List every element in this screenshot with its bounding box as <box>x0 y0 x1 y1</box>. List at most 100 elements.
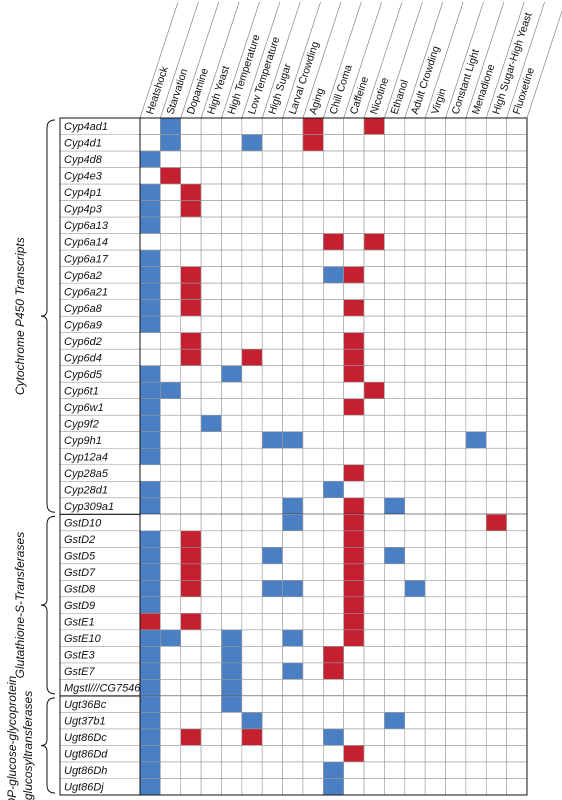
heatmap-cell <box>445 431 467 449</box>
heatmap-cell <box>343 216 365 234</box>
heatmap-cell <box>200 761 222 779</box>
heatmap-cell <box>241 216 263 234</box>
row-label: Cyp6w1 <box>64 402 104 414</box>
heatmap-cell <box>363 315 385 333</box>
row-label: Cyp6a14 <box>64 237 108 249</box>
heatmap-cell <box>343 431 365 449</box>
heatmap-cell <box>160 662 182 680</box>
heatmap-cell <box>241 596 263 614</box>
heatmap-cell <box>465 414 487 433</box>
heatmap-cell <box>180 150 202 168</box>
heatmap-cell <box>404 414 426 433</box>
heatmap-cell <box>465 679 487 697</box>
heatmap-cell <box>465 299 487 317</box>
heatmap-cell <box>200 563 222 581</box>
heatmap-cell <box>180 646 202 664</box>
heatmap-cell <box>282 266 304 284</box>
heatmap-cell <box>363 712 385 730</box>
heatmap-cell <box>445 712 467 730</box>
heatmap-cell <box>485 745 507 763</box>
heatmap-cell <box>384 480 406 499</box>
heatmap-cell <box>404 365 426 383</box>
heatmap-cell <box>200 447 222 466</box>
heatmap-cell <box>343 183 365 201</box>
heatmap-cell <box>323 167 344 185</box>
heatmap-cell <box>404 431 426 449</box>
heatmap-cell <box>384 282 406 300</box>
group-brace <box>40 697 56 794</box>
heatmap-cell <box>160 398 182 416</box>
heatmap-cell <box>160 134 182 152</box>
heatmap-cell <box>445 167 467 185</box>
heatmap-cell <box>241 315 263 333</box>
heatmap-cell <box>404 480 426 499</box>
heatmap-cell <box>160 332 182 350</box>
row-label: Cyp9f2 <box>64 418 99 430</box>
heatmap-cell <box>465 745 487 763</box>
heatmap-cell <box>261 249 283 267</box>
heatmap-cell <box>384 513 406 532</box>
heatmap-cell <box>384 778 406 796</box>
heatmap-cell <box>302 530 324 548</box>
heatmap-cell <box>323 398 344 416</box>
heatmap-cell <box>323 679 344 697</box>
heatmap-cell <box>282 662 304 680</box>
heatmap-cell <box>424 431 446 449</box>
heatmap-cell <box>221 249 243 267</box>
heatmap-cell <box>485 117 507 135</box>
heatmap-cell <box>139 745 161 763</box>
heatmap-cell <box>465 580 487 598</box>
heatmap-cell <box>282 332 304 350</box>
heatmap-cell <box>445 646 467 664</box>
row-label: Ugt36Bc <box>64 699 107 711</box>
heatmap-cell <box>485 530 507 548</box>
heatmap-cell <box>384 348 406 366</box>
heatmap-cell <box>261 464 283 482</box>
heatmap-cell <box>139 513 161 532</box>
heatmap-cell <box>180 414 202 433</box>
heatmap-cell <box>343 315 365 333</box>
heatmap-cell <box>139 563 161 581</box>
heatmap-cell <box>180 200 202 218</box>
row-label: GstD7 <box>64 567 96 579</box>
heatmap-cell <box>282 365 304 383</box>
heatmap-cell <box>139 134 161 152</box>
heatmap-cell <box>160 414 182 433</box>
heatmap-cell <box>363 332 385 350</box>
heatmap-cell <box>506 596 528 614</box>
heatmap-cell <box>282 646 304 664</box>
heatmap-cell <box>180 365 202 383</box>
heatmap-cell <box>465 778 487 796</box>
heatmap-cell <box>221 299 243 317</box>
heatmap-cell <box>160 183 182 201</box>
heatmap-cell <box>363 266 385 284</box>
row-label: Cyp6d5 <box>64 369 103 381</box>
heatmap-cell <box>363 216 385 234</box>
heatmap-cell <box>485 464 507 482</box>
heatmap-cell <box>139 596 161 614</box>
heatmap-cell <box>506 365 528 383</box>
heatmap-cell <box>404 183 426 201</box>
heatmap-cell <box>343 299 365 317</box>
heatmap-cell <box>160 679 182 697</box>
heatmap-cell <box>221 513 243 532</box>
heatmap-cell <box>282 249 304 267</box>
heatmap-cell <box>160 745 182 763</box>
heatmap-cell <box>160 299 182 317</box>
heatmap-cell <box>424 761 446 779</box>
heatmap-cell <box>384 596 406 614</box>
heatmap-cell <box>465 431 487 449</box>
heatmap-cell <box>424 398 446 416</box>
heatmap-cell <box>384 167 406 185</box>
heatmap-cell <box>363 745 385 763</box>
heatmap-cell <box>404 513 426 532</box>
heatmap-cell <box>160 513 182 532</box>
heatmap-cell <box>343 332 365 350</box>
heatmap-cell <box>445 695 467 713</box>
heatmap-cell <box>485 282 507 300</box>
heatmap-cell <box>465 167 487 185</box>
heatmap-cell <box>404 348 426 366</box>
heatmap-cell <box>160 282 182 300</box>
heatmap-cell <box>139 464 161 482</box>
